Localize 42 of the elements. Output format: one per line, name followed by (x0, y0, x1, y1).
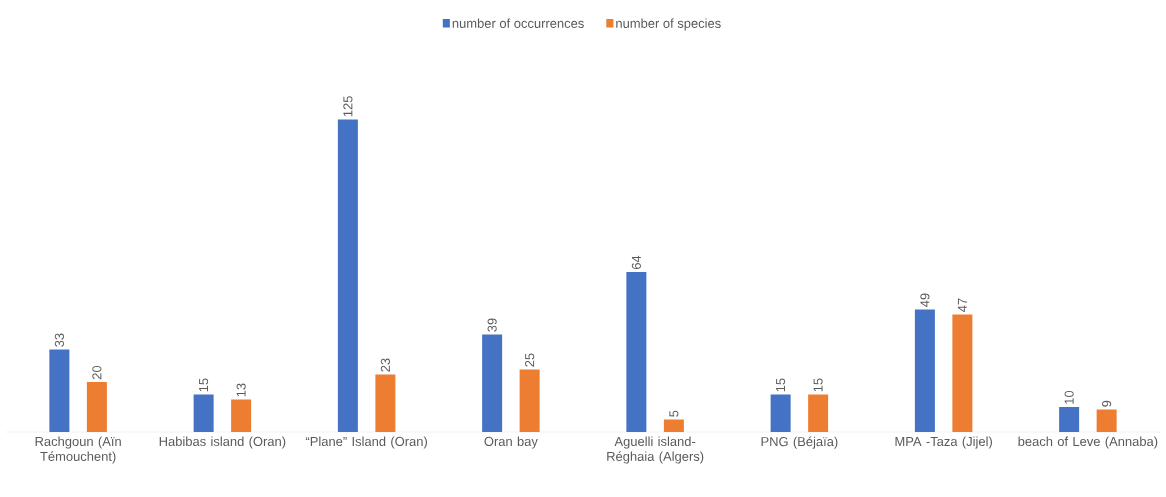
data-label: 33 (54, 333, 64, 347)
data-label: 64 (631, 255, 641, 270)
bar (337, 119, 358, 432)
data-label: 25 (525, 353, 535, 367)
bar (626, 271, 647, 432)
x-tick-label: Rachgoun (Aïn Témouchent) (35, 436, 121, 464)
bar (770, 394, 791, 432)
bar (482, 334, 503, 432)
x-tick-label: “Plane” Island (Oran) (305, 436, 427, 449)
x-tick-label: beach of Leve (Annaba) (1018, 436, 1158, 449)
bar (808, 394, 829, 432)
data-label: 125 (343, 96, 353, 117)
data-label: 15 (199, 378, 209, 392)
bar (193, 394, 214, 432)
x-tick-label: Aguelli island-Réghaia (Algers) (607, 436, 704, 464)
bar (519, 369, 540, 432)
data-label: 13 (236, 383, 246, 397)
bar (49, 349, 70, 432)
bar (1059, 406, 1080, 432)
data-label: 49 (920, 293, 930, 307)
data-label: 47 (957, 298, 967, 312)
data-label: 10 (1064, 390, 1074, 404)
data-label: 39 (487, 318, 497, 332)
legend-label: number of species (616, 18, 721, 31)
data-label: 23 (380, 358, 390, 372)
x-tick-label: MPA -Taza (Jijel) (895, 436, 992, 449)
data-label: 20 (92, 365, 102, 380)
bar (375, 374, 396, 432)
x-tick-label: PNG (Béjaïa) (761, 436, 838, 449)
data-label: 9 (1102, 400, 1112, 407)
bar (663, 419, 684, 432)
x-tick-label: Habibas island (Oran) (159, 436, 286, 449)
legend-label: number of occurrences (452, 18, 584, 28)
bar (1096, 409, 1117, 432)
data-label: 5 (669, 410, 679, 417)
data-label: 15 (813, 378, 823, 392)
x-tick-label: Oran bay (484, 436, 538, 449)
bar (86, 381, 107, 432)
data-label: 15 (776, 378, 786, 392)
bar (231, 399, 252, 432)
bar (914, 309, 935, 432)
bar (952, 314, 973, 432)
